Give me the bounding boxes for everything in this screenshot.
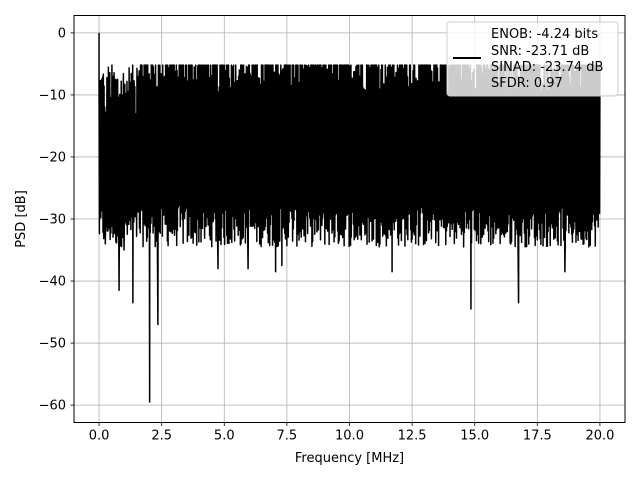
legend-entry-enob: ENOB: -4.24 bits	[491, 27, 598, 42]
y-axis-label: PSD [dB]	[14, 190, 29, 248]
legend: ENOB: -4.24 bits SNR: -23.71 dB SINAD: -…	[446, 21, 619, 97]
legend-entry-sfdr: SFDR: 0.97	[491, 76, 563, 91]
y-tick-label: 0	[58, 26, 66, 41]
x-tick-label: 10.0	[335, 429, 364, 444]
series-layer	[98, 32, 601, 403]
x-tick-label: 7.5	[277, 429, 298, 444]
y-tick-label: −10	[39, 88, 66, 103]
x-tick-label: 2.5	[151, 429, 172, 444]
y-tick-label: −30	[39, 213, 66, 228]
y-tick-label: −60	[39, 399, 66, 414]
legend-entry-sinad: SINAD: -23.74 dB	[491, 60, 603, 75]
x-axis-label: Frequency [MHz]	[295, 451, 404, 466]
legend-box	[446, 21, 619, 97]
x-tick-label: 12.5	[398, 429, 427, 444]
x-tick-label: 20.0	[585, 429, 614, 444]
y-tick-label: −40	[39, 275, 66, 290]
y-tick-label: −50	[39, 337, 66, 352]
y-tick-label: −20	[39, 150, 66, 165]
legend-entry-snr: SNR: -23.71 dB	[491, 44, 589, 59]
psd-series-line	[98, 32, 601, 403]
y-axis: 0 −10 −20 −30 −40 −50 −60	[39, 26, 74, 414]
x-tick-label: 17.5	[523, 429, 552, 444]
x-axis: 0.0 2.5 5.0 7.5 10.0 12.5 15.0 17.5 20.0	[89, 422, 614, 444]
x-tick-label: 5.0	[214, 429, 235, 444]
x-tick-label: 15.0	[460, 429, 489, 444]
x-tick-label: 0.0	[89, 429, 110, 444]
